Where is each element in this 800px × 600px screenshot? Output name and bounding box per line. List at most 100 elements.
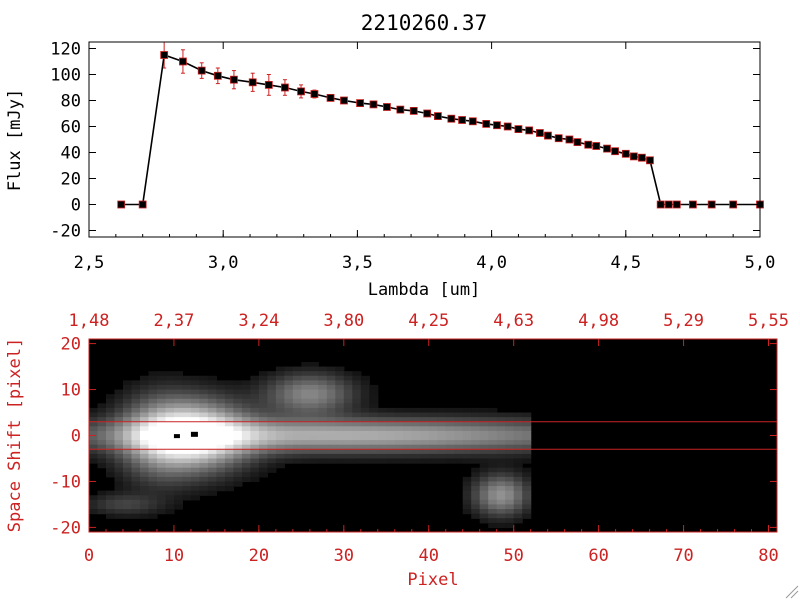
image-pixel [411, 417, 421, 423]
image-pixel [318, 398, 328, 404]
image-pixel [479, 417, 489, 423]
image-pixel [199, 389, 209, 395]
image-pixel [207, 476, 217, 483]
image-pixel [258, 407, 268, 414]
image-pixel [131, 476, 141, 483]
image-pixel [284, 440, 294, 446]
image-pixel [343, 407, 353, 414]
image-pixel [156, 384, 167, 391]
image-pixel [199, 380, 209, 386]
image-pixel [335, 398, 345, 404]
image-pixel [513, 412, 523, 418]
image-pixel [522, 449, 532, 455]
image-pixel [352, 375, 362, 381]
image-pixel [173, 453, 184, 460]
image-pixel [267, 426, 277, 432]
flux-point [629, 152, 638, 161]
resize-grip-icon[interactable] [785, 585, 799, 599]
image-pixel [513, 426, 523, 432]
image-pixel [122, 389, 133, 395]
image-pixel [216, 449, 226, 455]
image-pixel [275, 375, 285, 381]
image-pixel [216, 430, 226, 437]
image-pixel [284, 407, 294, 414]
image-pixel [224, 407, 234, 414]
image-pixel [190, 398, 201, 404]
image-pixel [139, 435, 150, 441]
image-pixel [114, 467, 124, 473]
image-pixel [360, 453, 370, 460]
image-pixel [445, 412, 455, 418]
image-pixel [369, 458, 379, 464]
image-pixel [513, 476, 523, 483]
flux-point [356, 99, 364, 107]
image-pixel [326, 417, 336, 423]
image-pixel [479, 472, 489, 478]
image-pixel [105, 463, 116, 469]
image-pixel [199, 412, 209, 418]
image-pixel [318, 440, 328, 446]
image-pixel [522, 486, 532, 492]
image-pixel [309, 426, 319, 432]
image-pixel [454, 430, 464, 437]
image-pixel [267, 403, 277, 409]
image-pixel [496, 444, 506, 450]
image-pixel [522, 467, 532, 473]
image-pixel [190, 375, 201, 381]
flux-point [383, 103, 391, 111]
image-pixel [224, 449, 234, 455]
image-pixel [471, 486, 481, 492]
image-pixel [275, 371, 285, 377]
image-pixel [309, 435, 319, 441]
image-pixel [258, 398, 268, 404]
image-pixel [377, 430, 387, 437]
image-pixel [496, 476, 506, 483]
image-pixel [394, 435, 404, 441]
image-pixel [343, 444, 353, 450]
image-pixel [190, 472, 201, 478]
image-pixel [394, 453, 404, 460]
flux-point [179, 57, 187, 66]
image-pixel [352, 440, 362, 446]
image-pixel [479, 449, 489, 455]
image-pixel [284, 366, 294, 372]
image-pixel [156, 499, 167, 506]
image-pixel [139, 417, 150, 423]
image-pixel [352, 380, 362, 386]
image-pixel [488, 463, 498, 469]
image-pixel [360, 412, 370, 418]
image-pixel [148, 407, 158, 414]
image-pixel [284, 371, 294, 377]
image-pixel [122, 467, 133, 473]
image-pixel [139, 490, 150, 496]
image-pixel [190, 407, 201, 414]
image-pixel [233, 481, 243, 487]
image-pixel [122, 504, 133, 510]
image-pixel [139, 458, 150, 464]
image-pixel [343, 453, 353, 460]
image-pixel [216, 421, 226, 427]
image-pixel [114, 449, 124, 455]
image-pixel [131, 513, 141, 519]
image-pixel [343, 421, 353, 427]
image-pixel [369, 389, 379, 395]
image-pixel [309, 361, 319, 368]
image-pixel [250, 435, 260, 441]
image-pixel [318, 407, 328, 414]
image-pixel [241, 472, 251, 478]
image-pixel [165, 504, 175, 510]
image-pixel [114, 444, 124, 450]
flux-point [447, 114, 456, 123]
image-pixel [105, 435, 116, 441]
image-pixel [522, 435, 532, 441]
image-pixel [326, 380, 336, 386]
image-pixel [471, 453, 481, 460]
image-pixel [301, 403, 311, 409]
image-pixel [326, 366, 336, 372]
image-pixel [148, 486, 158, 492]
image-pixel [122, 513, 133, 519]
image-pixel [97, 403, 107, 409]
image-pixel [89, 407, 99, 414]
image-pixel [301, 366, 311, 372]
image-pixel [496, 453, 506, 460]
